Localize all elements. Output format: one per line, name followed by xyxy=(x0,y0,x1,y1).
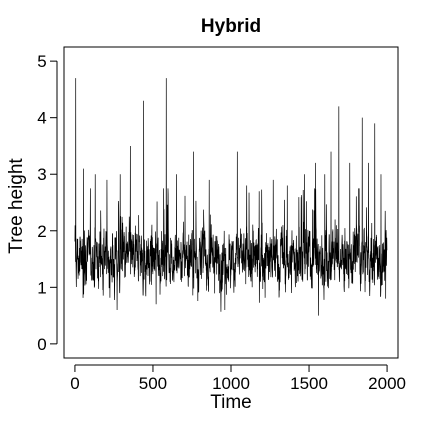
y-tick-label: 3 xyxy=(37,165,46,184)
plot-frame xyxy=(63,46,399,359)
series-line xyxy=(74,78,388,316)
x-tick-label: 1500 xyxy=(290,374,328,393)
x-axis: 0 500 1000 1500 2000 xyxy=(70,364,406,393)
chart-title: Hybrid xyxy=(201,16,261,37)
y-tick-label: 2 xyxy=(37,222,46,241)
x-tick-label: 1000 xyxy=(212,374,250,393)
y-tick-label: 4 xyxy=(37,109,46,128)
y-tick-label: 1 xyxy=(37,278,46,297)
x-tick-label: 0 xyxy=(70,374,79,393)
x-tick-label: 500 xyxy=(139,374,167,393)
plot-area xyxy=(63,46,399,359)
x-axis-label: Time xyxy=(210,392,252,413)
y-axis: 0 1 2 3 4 5 xyxy=(37,52,58,354)
y-tick-label: 0 xyxy=(37,335,46,354)
y-axis-label: Tree height xyxy=(6,158,27,254)
y-tick-label: 5 xyxy=(37,52,46,71)
x-tick-label: 2000 xyxy=(368,374,406,393)
